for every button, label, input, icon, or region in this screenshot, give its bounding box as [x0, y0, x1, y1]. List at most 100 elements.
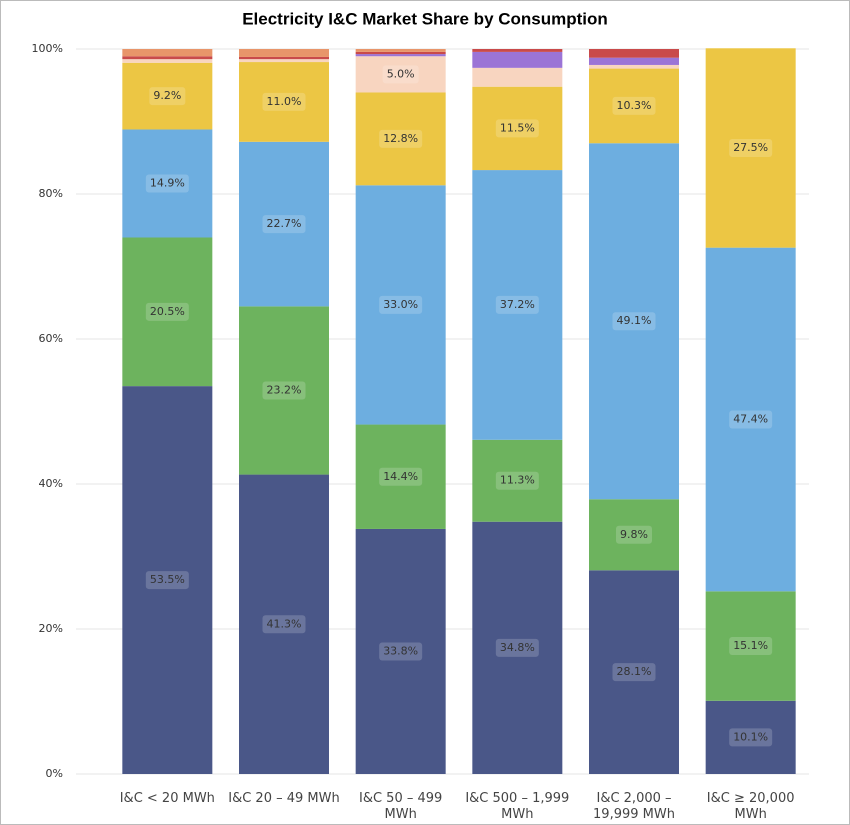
label-background [149, 87, 186, 106]
bar-segment [355, 54, 446, 57]
bar-segment [239, 141, 329, 307]
data-label: 49.1% [617, 314, 652, 327]
y-tick-label: 20% [39, 622, 63, 635]
bar-segment [239, 306, 329, 475]
bar-segment [239, 62, 329, 142]
data-label: 53.5% [150, 573, 185, 586]
bar-segment [355, 51, 446, 55]
y-tick-label: 0% [46, 767, 63, 780]
x-tick-label: I&C 50 – 499 MWh [359, 791, 443, 822]
data-label: 20.5% [150, 305, 185, 318]
data-label: 11.5% [500, 121, 535, 134]
data-label: 34.8% [500, 641, 535, 654]
label-background [379, 467, 423, 486]
y-tick-label: 60% [39, 332, 63, 345]
bar-segment [355, 92, 446, 186]
data-label: 14.9% [150, 176, 185, 189]
data-label: 22.7% [267, 217, 302, 230]
label-background [379, 642, 423, 661]
data-label: 33.0% [383, 298, 418, 311]
bar-segment [472, 67, 563, 87]
bar-segment [589, 64, 679, 69]
x-tick-label: I&C 20 – 49 MWh [228, 791, 340, 806]
data-label: 9.2% [153, 89, 181, 102]
bar-segment [122, 59, 213, 63]
bar-segment [589, 499, 679, 571]
label-background [145, 174, 189, 193]
label-background [612, 312, 656, 331]
bar-segment [239, 49, 329, 57]
label-background [495, 295, 539, 314]
label-background [262, 615, 306, 634]
label-background [379, 295, 423, 314]
bar-segment [589, 143, 679, 500]
data-label: 41.3% [267, 617, 302, 630]
data-label: 47.4% [733, 412, 768, 425]
bar-segment [472, 170, 563, 440]
data-label: 14.4% [383, 470, 418, 483]
label-background [382, 65, 419, 84]
label-background [729, 138, 773, 157]
bar-segment [705, 247, 796, 592]
data-label: 28.1% [617, 665, 652, 678]
data-label: 9.8% [620, 528, 648, 541]
bar-segment [122, 237, 213, 387]
bar-segment [472, 439, 563, 522]
bar-segment [355, 528, 446, 774]
data-label: 11.0% [267, 95, 302, 108]
bar-segment [122, 56, 213, 60]
label-background [145, 302, 189, 321]
bar-segment [472, 49, 563, 52]
x-tick-label: I&C < 20 MWh [119, 791, 215, 806]
bar-segment [355, 56, 446, 93]
label-background [616, 525, 652, 544]
label-background [729, 637, 773, 656]
bar-segment [705, 48, 796, 248]
x-tick-label: I&C 500 – 1,999 MWh [465, 791, 570, 822]
bar-segment [589, 57, 679, 65]
bar-segment [355, 49, 446, 52]
label-background [729, 410, 773, 429]
bar-segment [472, 86, 563, 171]
bar-segment [472, 521, 563, 774]
data-label: 15.1% [733, 639, 768, 652]
label-background [495, 638, 539, 657]
bar-segment [589, 68, 679, 144]
label-background [495, 471, 539, 490]
bar-segment [355, 424, 446, 529]
data-label: 10.3% [617, 99, 652, 112]
data-label: 5.0% [387, 67, 415, 80]
bar-segment [705, 591, 796, 701]
data-label: 10.1% [733, 730, 768, 743]
bar-segment [122, 62, 213, 130]
data-label: 12.8% [383, 132, 418, 145]
label-background [612, 96, 656, 115]
label-background [495, 119, 539, 138]
bar-segment [122, 49, 213, 57]
label-background [262, 381, 306, 400]
label-background [262, 92, 306, 111]
bar-segment [589, 570, 679, 774]
data-label: 11.3% [500, 474, 535, 487]
label-background [145, 571, 189, 590]
y-tick-label: 40% [39, 477, 63, 490]
label-background [612, 663, 656, 682]
bar-segment [239, 59, 329, 63]
data-label: 33.8% [383, 644, 418, 657]
bar-segment [239, 56, 329, 60]
label-background [262, 215, 306, 234]
label-background [379, 129, 423, 148]
bar-segment [239, 474, 329, 774]
bar-segment [122, 386, 213, 774]
data-label: 23.2% [267, 383, 302, 396]
bar-segment [355, 185, 446, 425]
bar-segment [122, 129, 213, 238]
y-tick-label: 100% [32, 42, 63, 55]
chart-title: Electricity I&C Market Share by Consumpt… [242, 9, 608, 28]
bar-segment [589, 49, 679, 58]
bar-segment [472, 51, 563, 68]
y-tick-label: 80% [39, 187, 63, 200]
x-tick-label: I&C 2,000 – 19,999 MWh [593, 791, 675, 822]
